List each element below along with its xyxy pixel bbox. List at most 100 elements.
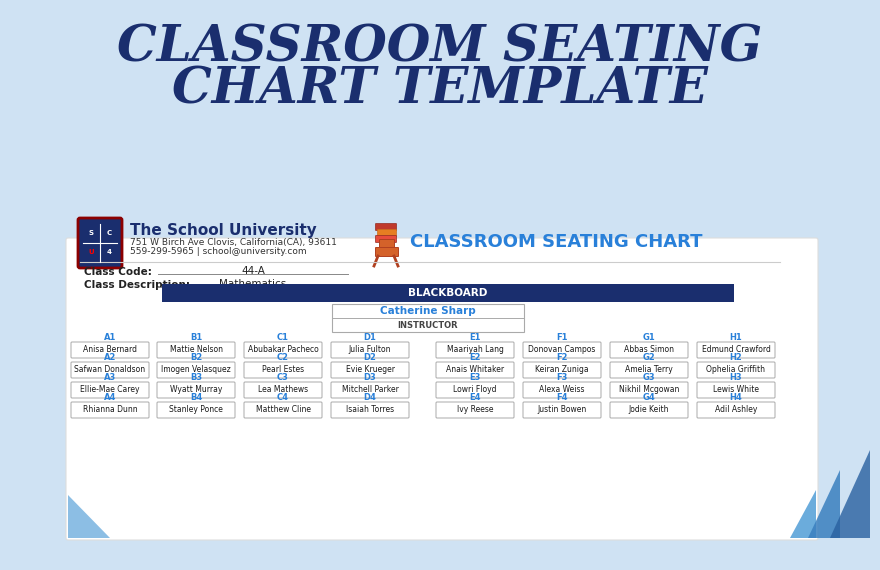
Text: Edmund Crawford: Edmund Crawford — [701, 345, 770, 355]
Text: B1: B1 — [190, 333, 202, 343]
Text: Ivy Reese: Ivy Reese — [457, 405, 494, 414]
Text: G1: G1 — [642, 333, 656, 343]
FancyBboxPatch shape — [244, 362, 322, 378]
Text: Abubakar Pacheco: Abubakar Pacheco — [247, 345, 319, 355]
FancyBboxPatch shape — [71, 382, 149, 398]
FancyBboxPatch shape — [71, 362, 149, 378]
FancyBboxPatch shape — [610, 362, 688, 378]
Text: Catherine Sharp: Catherine Sharp — [380, 306, 476, 316]
Text: Class Code:: Class Code: — [84, 267, 152, 277]
Text: Matthew Cline: Matthew Cline — [255, 405, 311, 414]
Text: Evie Krueger: Evie Krueger — [346, 365, 394, 374]
FancyBboxPatch shape — [523, 382, 601, 398]
Polygon shape — [830, 450, 870, 538]
Text: 559-299-5965 | school@university.com: 559-299-5965 | school@university.com — [130, 247, 306, 256]
Text: Mitchell Parker: Mitchell Parker — [341, 385, 399, 394]
Text: Keiran Zuniga: Keiran Zuniga — [535, 365, 589, 374]
Text: Class Description:: Class Description: — [84, 280, 190, 290]
Text: A2: A2 — [104, 353, 116, 363]
Text: CHART TEMPLATE: CHART TEMPLATE — [172, 66, 708, 115]
Text: B2: B2 — [190, 353, 202, 363]
FancyBboxPatch shape — [71, 402, 149, 418]
FancyBboxPatch shape — [697, 382, 775, 398]
FancyBboxPatch shape — [610, 342, 688, 358]
Text: INSTRUCTOR: INSTRUCTOR — [398, 320, 458, 329]
Text: S: S — [89, 230, 93, 236]
FancyBboxPatch shape — [610, 402, 688, 418]
Text: Nikhil Mcgowan: Nikhil Mcgowan — [619, 385, 679, 394]
Text: Anais Whitaker: Anais Whitaker — [446, 365, 504, 374]
Text: C2: C2 — [277, 353, 289, 363]
Text: BLACKBOARD: BLACKBOARD — [408, 288, 488, 298]
Text: Lea Mathews: Lea Mathews — [258, 385, 308, 394]
Text: Abbas Simon: Abbas Simon — [624, 345, 674, 355]
Text: Anisa Bernard: Anisa Bernard — [83, 345, 137, 355]
Text: G3: G3 — [642, 373, 656, 382]
Text: H3: H3 — [730, 373, 743, 382]
FancyBboxPatch shape — [244, 382, 322, 398]
FancyBboxPatch shape — [157, 342, 235, 358]
Text: H4: H4 — [730, 393, 743, 402]
Text: H2: H2 — [730, 353, 743, 363]
Text: Rhianna Dunn: Rhianna Dunn — [83, 405, 137, 414]
Text: G2: G2 — [642, 353, 656, 363]
Text: F3: F3 — [556, 373, 568, 382]
Text: CLASSROOM SEATING: CLASSROOM SEATING — [117, 23, 763, 72]
FancyBboxPatch shape — [523, 342, 601, 358]
FancyBboxPatch shape — [162, 284, 734, 302]
Text: C1: C1 — [277, 333, 289, 343]
FancyBboxPatch shape — [376, 223, 397, 230]
Text: D3: D3 — [363, 373, 377, 382]
FancyBboxPatch shape — [436, 402, 514, 418]
Text: 751 W Birch Ave Clovis, California(CA), 93611: 751 W Birch Ave Clovis, California(CA), … — [130, 238, 337, 246]
FancyBboxPatch shape — [379, 239, 394, 250]
Text: H1: H1 — [730, 333, 743, 343]
Text: C4: C4 — [277, 393, 289, 402]
Text: Lowri Floyd: Lowri Floyd — [453, 385, 496, 394]
Text: D4: D4 — [363, 393, 377, 402]
Text: Mathematics: Mathematics — [219, 279, 287, 289]
Text: The School University: The School University — [130, 222, 317, 238]
FancyBboxPatch shape — [610, 382, 688, 398]
Text: 44-A: 44-A — [241, 266, 265, 276]
Text: CLASSROOM SEATING CHART: CLASSROOM SEATING CHART — [410, 233, 702, 251]
Text: Wyatt Murray: Wyatt Murray — [170, 385, 222, 394]
Text: Isaiah Torres: Isaiah Torres — [346, 405, 394, 414]
Text: E3: E3 — [469, 373, 480, 382]
Text: U: U — [88, 249, 94, 255]
Text: F4: F4 — [556, 393, 568, 402]
Text: D1: D1 — [363, 333, 377, 343]
Text: Mattie Nelson: Mattie Nelson — [170, 345, 223, 355]
FancyBboxPatch shape — [376, 235, 397, 242]
Text: Adil Ashley: Adil Ashley — [715, 405, 757, 414]
FancyBboxPatch shape — [436, 382, 514, 398]
Text: Stanley Ponce: Stanley Ponce — [169, 405, 223, 414]
Polygon shape — [68, 495, 110, 538]
FancyBboxPatch shape — [697, 402, 775, 418]
FancyBboxPatch shape — [331, 342, 409, 358]
FancyBboxPatch shape — [331, 382, 409, 398]
Text: C: C — [106, 230, 112, 236]
Text: Imogen Velasquez: Imogen Velasquez — [161, 365, 231, 374]
FancyBboxPatch shape — [71, 342, 149, 358]
Text: Donovan Campos: Donovan Campos — [528, 345, 596, 355]
FancyBboxPatch shape — [157, 362, 235, 378]
Text: E4: E4 — [469, 393, 480, 402]
FancyBboxPatch shape — [697, 362, 775, 378]
Text: Safwan Donaldson: Safwan Donaldson — [75, 365, 145, 374]
Text: Ellie-Mae Carey: Ellie-Mae Carey — [80, 385, 140, 394]
Text: C3: C3 — [277, 373, 289, 382]
FancyBboxPatch shape — [376, 247, 399, 256]
Text: Pearl Estes: Pearl Estes — [262, 365, 304, 374]
FancyBboxPatch shape — [78, 218, 122, 268]
Text: A4: A4 — [104, 393, 116, 402]
Text: G4: G4 — [642, 393, 656, 402]
FancyBboxPatch shape — [157, 382, 235, 398]
FancyBboxPatch shape — [436, 362, 514, 378]
Text: Alexa Weiss: Alexa Weiss — [539, 385, 584, 394]
Text: B3: B3 — [190, 373, 202, 382]
Text: A1: A1 — [104, 333, 116, 343]
FancyBboxPatch shape — [332, 304, 524, 332]
Polygon shape — [808, 470, 840, 538]
FancyBboxPatch shape — [331, 362, 409, 378]
